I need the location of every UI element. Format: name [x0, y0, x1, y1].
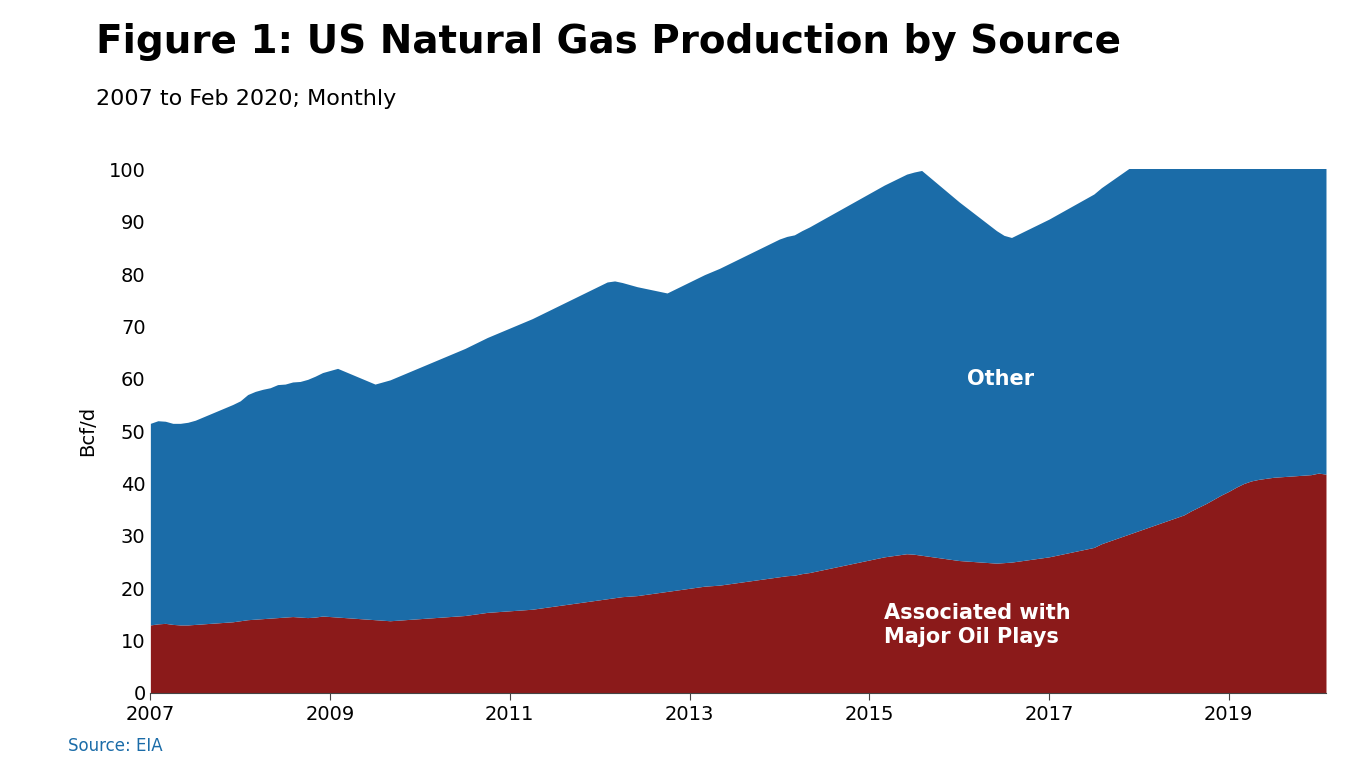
- Text: Associated with
Major Oil Plays: Associated with Major Oil Plays: [884, 604, 1070, 647]
- Text: Other: Other: [966, 369, 1033, 389]
- Text: Figure 1: US Natural Gas Production by Source: Figure 1: US Natural Gas Production by S…: [96, 23, 1121, 61]
- Y-axis label: Bcf/d: Bcf/d: [78, 406, 97, 457]
- Text: 2007 to Feb 2020; Monthly: 2007 to Feb 2020; Monthly: [96, 89, 396, 109]
- Text: Source: EIA: Source: EIA: [68, 737, 163, 755]
